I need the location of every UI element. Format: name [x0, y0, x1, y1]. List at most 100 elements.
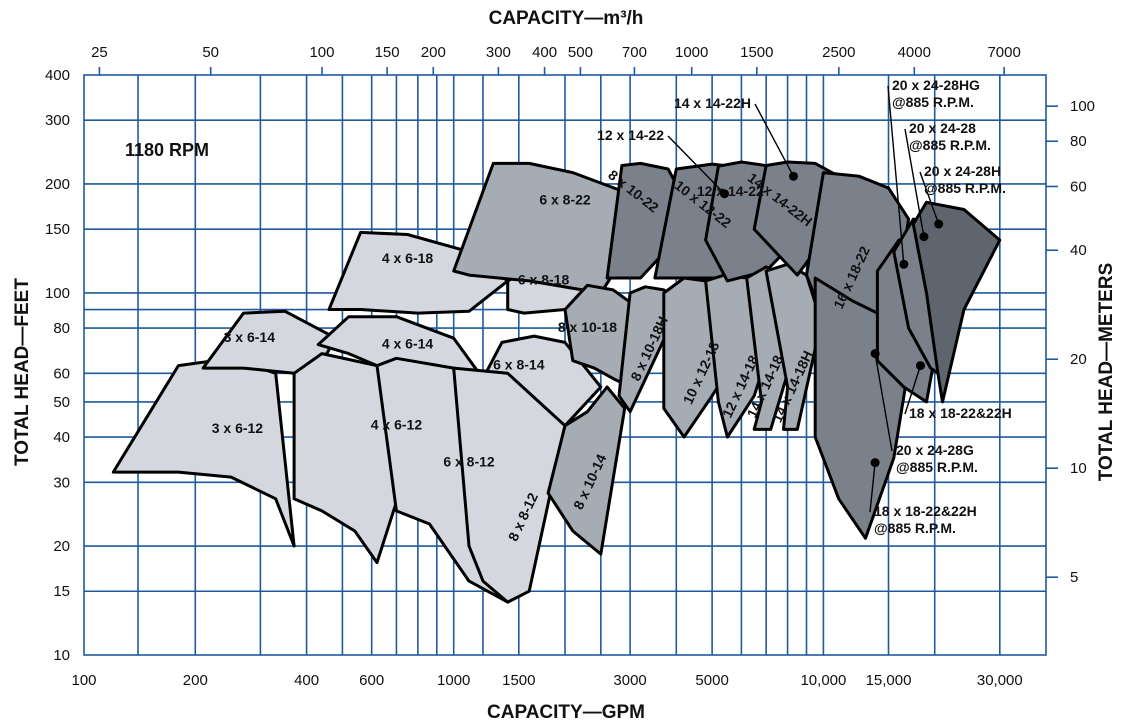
pump-region — [546, 385, 627, 556]
callout-dot — [899, 259, 909, 269]
y-tick-label-feet: 20 — [53, 538, 70, 555]
pump-region — [911, 200, 1002, 404]
callout-label: 18 x 18-22&22H — [874, 503, 977, 519]
y-tick-label-feet: 400 — [45, 67, 70, 84]
callout: 12 x 14-22 — [597, 127, 729, 199]
tick-labels: 100 200 400 600 1000 1500 3000 5000 10,000 15,000… — [45, 44, 1095, 689]
region-label: 6 x 8-18 — [518, 272, 570, 288]
callout: 20 x 24-28G@885 R.P.M. — [870, 349, 978, 475]
y-axis-title-left: TOTAL HEAD—FEET — [12, 278, 33, 466]
region-label: 3 x 6-14 — [224, 329, 276, 345]
x-tick-label-m3h: 200 — [421, 44, 446, 61]
callout-dot — [719, 189, 729, 199]
callout-leader — [869, 462, 876, 513]
y-tick-label-feet: 40 — [53, 429, 70, 446]
y-tick-label-feet: 300 — [45, 112, 70, 129]
y-axis-title-right: TOTAL HEAD—METERS — [1096, 263, 1117, 482]
callout-label: 20 x 24-28HG — [892, 77, 980, 93]
callout-dot — [870, 349, 880, 359]
y-tick-label-meters: 100 — [1070, 98, 1095, 115]
callout-sublabel: @885 R.P.M. — [892, 94, 974, 110]
y-tick-label-feet: 15 — [53, 583, 70, 600]
x-tick-label-m3h: 700 — [622, 44, 647, 61]
plot-frame — [83, 74, 1047, 656]
x-tick-label-m3h: 400 — [532, 44, 557, 61]
region-label: 4 x 6-18 — [382, 250, 434, 266]
callout-leader — [904, 128, 925, 237]
region-label: 6 x 8-22 — [539, 191, 591, 207]
callout: 14 x 14-22H — [674, 95, 798, 181]
y-tick-label-feet: 30 — [53, 474, 70, 491]
x-tick-label-gpm: 200 — [183, 672, 208, 689]
callout: 20 x 24-28H@885 R.P.M. — [919, 163, 1006, 229]
x-axis-title-top: CAPACITY—m³/h — [489, 8, 644, 29]
y-tick-label-feet: 200 — [45, 176, 70, 193]
region-label: 12 x 14-22 — [697, 183, 764, 199]
region-label: 8 x 10-18 — [558, 319, 617, 335]
x-tick-label-m3h: 7000 — [987, 44, 1020, 61]
callout-label: 20 x 24-28G — [896, 442, 974, 458]
callout-leader — [754, 103, 795, 177]
y-tick-label-meters: 5 — [1070, 569, 1078, 586]
y-tick-label-feet: 50 — [53, 394, 70, 411]
y-tick-label-feet: 150 — [45, 221, 70, 238]
callout-sublabel: @885 R.P.M. — [909, 137, 991, 153]
callout-dot — [934, 219, 944, 229]
y-tick-label-meters: 80 — [1070, 133, 1087, 150]
callout-dot — [915, 361, 925, 371]
pump-region — [111, 356, 296, 548]
x-tick-label-gpm: 600 — [359, 672, 384, 689]
x-axis-title-bottom: CAPACITY—GPM — [487, 702, 645, 723]
pump-region — [452, 366, 567, 604]
x-tick-label-m3h: 50 — [202, 44, 219, 61]
x-tick-label-m3h: 2500 — [822, 44, 855, 61]
x-tick-label-gpm: 15,000 — [866, 672, 912, 689]
callout-leader — [887, 85, 905, 265]
x-tick-label-m3h: 300 — [486, 44, 511, 61]
y-tick-label-meters: 10 — [1070, 460, 1087, 477]
y-tick-label-feet: 100 — [45, 285, 70, 302]
callout-label: 18 x 18-22&22H — [909, 405, 1012, 421]
y-tick-label-meters: 60 — [1070, 178, 1087, 195]
x-tick-label-gpm: 400 — [294, 672, 319, 689]
callout: 20 x 24-28@885 R.P.M. — [904, 120, 991, 242]
x-tick-label-m3h: 25 — [91, 44, 108, 61]
callout: 18 x 18-22&22H — [904, 361, 1012, 421]
x-tick-label-gpm: 3000 — [613, 672, 646, 689]
callout-dot — [919, 232, 929, 242]
callout-leader — [919, 171, 940, 225]
x-tick-label-gpm: 1500 — [502, 672, 535, 689]
callout-dot — [788, 171, 798, 181]
x-tick-label-m3h: 150 — [375, 44, 400, 61]
callout-label: 20 x 24-28 — [909, 120, 976, 136]
callout-sublabel: @885 R.P.M. — [896, 459, 978, 475]
x-tick-label-gpm: 5000 — [695, 672, 728, 689]
callout-leader — [904, 365, 922, 415]
x-tick-label-gpm: 1000 — [437, 672, 470, 689]
region-label: 4 x 6-12 — [371, 416, 423, 432]
x-tick-label-m3h: 100 — [309, 44, 334, 61]
x-tick-label-gpm: 100 — [71, 672, 96, 689]
region-label: 4 x 6-14 — [382, 335, 434, 351]
callout-leader — [874, 353, 893, 452]
callout: 18 x 18-22&22H@885 R.P.M. — [869, 458, 977, 536]
y-tick-label-meters: 20 — [1070, 351, 1087, 368]
x-tick-label-m3h: 4000 — [898, 44, 931, 61]
callout-sublabel: @885 R.P.M. — [874, 520, 956, 536]
x-tick-label-m3h: 1000 — [675, 44, 708, 61]
callout-label: 14 x 14-22H — [674, 95, 751, 111]
y-tick-label-feet: 10 — [53, 647, 70, 664]
callout-label: 20 x 24-28H — [924, 163, 1001, 179]
pump-regions — [111, 160, 1002, 604]
region-label: 3 x 6-12 — [212, 420, 264, 436]
callout-leader — [667, 135, 725, 195]
x-tick-label-m3h: 500 — [568, 44, 593, 61]
y-tick-label-feet: 60 — [53, 365, 70, 382]
region-label: 6 x 8-12 — [443, 453, 495, 469]
rpm-label: 1180 RPM — [125, 140, 209, 160]
callout-dot — [870, 458, 880, 468]
callout: 20 x 24-28HG@885 R.P.M. — [887, 77, 980, 269]
y-tick-label-meters: 40 — [1070, 242, 1087, 259]
